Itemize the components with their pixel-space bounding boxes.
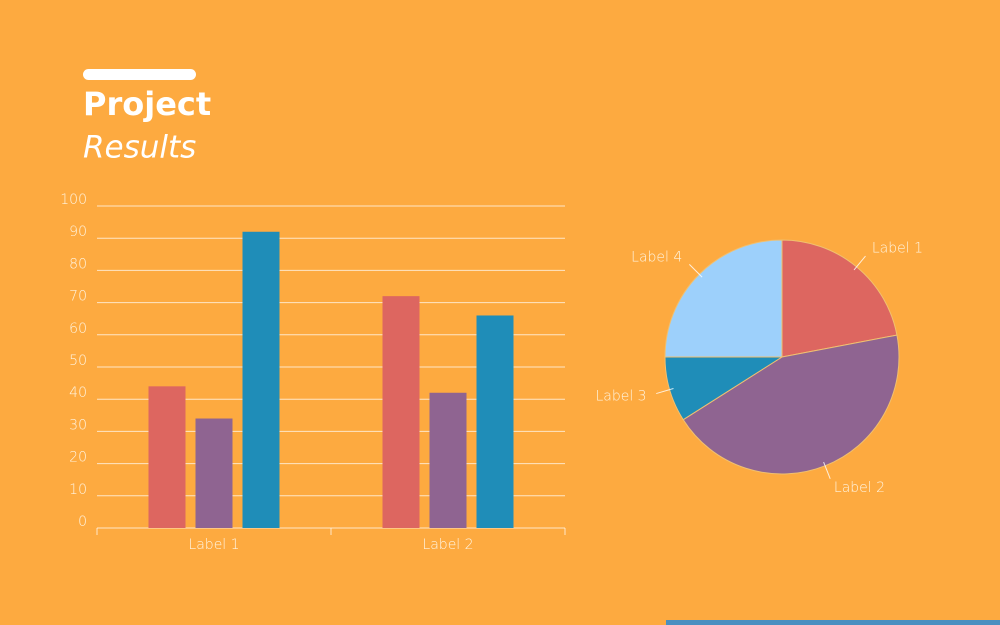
bar (242, 231, 280, 528)
y-tick-label: 40 (69, 385, 87, 401)
leader-line (823, 461, 831, 479)
bar (148, 386, 186, 528)
slice-label: Label 2 (834, 480, 885, 496)
title: Project (83, 85, 211, 123)
x-tick-label: Label 1 (188, 537, 239, 553)
y-tick-label: 30 (69, 417, 87, 433)
y-tick-label: 90 (69, 224, 87, 240)
bar (195, 418, 233, 528)
bar (476, 315, 514, 528)
footer-bar (666, 620, 1000, 625)
slice-label: Label 3 (595, 388, 646, 404)
y-tick-label: 20 (69, 450, 87, 466)
bar (429, 392, 467, 528)
slice-label: Label 1 (872, 240, 923, 256)
y-tick-label: 0 (78, 514, 87, 530)
y-tick-label: 60 (69, 321, 87, 337)
leader-line (656, 388, 674, 395)
title-bar (83, 69, 196, 80)
y-tick-label: 100 (60, 192, 87, 208)
subtitle: Results (83, 130, 196, 166)
leader-line (689, 264, 703, 278)
y-tick-label: 10 (69, 482, 87, 498)
y-tick-label: 80 (69, 256, 87, 272)
y-tick-label: 50 (69, 353, 87, 369)
slice-label: Label 4 (631, 249, 682, 265)
leader-line (853, 255, 866, 271)
y-tick-label: 70 (69, 289, 87, 305)
x-tick-label: Label 2 (422, 537, 473, 553)
bar (382, 296, 420, 528)
